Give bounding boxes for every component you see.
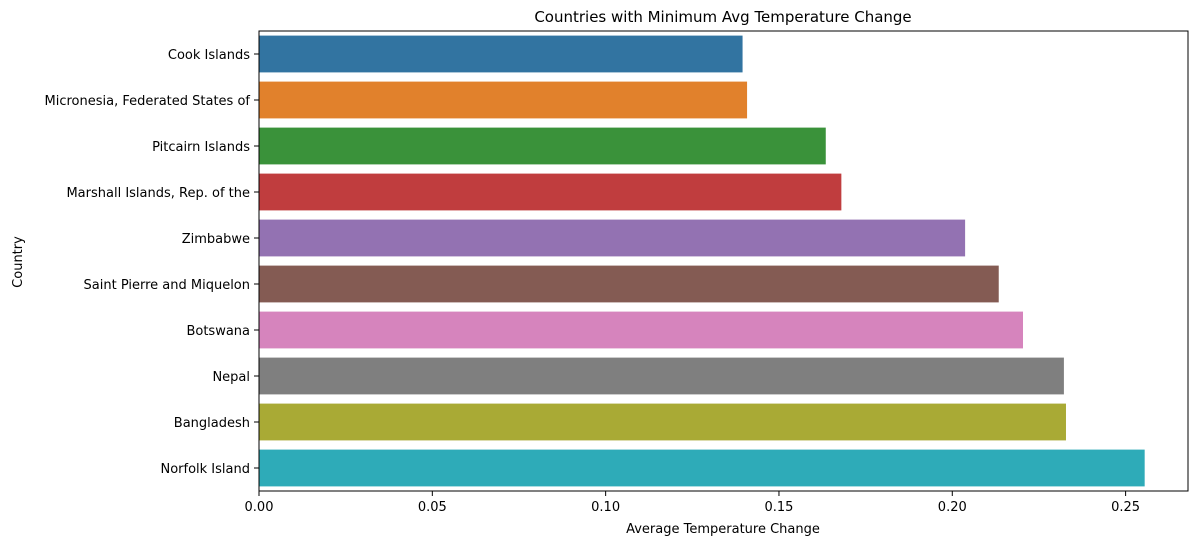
- bar-8: [259, 403, 1066, 441]
- y-axis-title: Country: [11, 236, 26, 288]
- bar-6: [259, 311, 1023, 349]
- x-tick-label: 0.15: [764, 500, 793, 515]
- y-tick-label: Cook Islands: [168, 48, 250, 63]
- y-tick-label: Marshall Islands, Rep. of the: [66, 186, 250, 201]
- bar-0: [259, 35, 743, 73]
- x-axis-title: Average Temperature Change: [626, 522, 820, 537]
- bar-1: [259, 81, 748, 119]
- bar-2: [259, 127, 826, 165]
- y-tick-label: Saint Pierre and Miquelon: [84, 278, 250, 293]
- x-tick-label: 0.10: [591, 500, 620, 515]
- y-tick-label: Nepal: [212, 370, 250, 385]
- y-tick-label: Zimbabwe: [182, 232, 250, 247]
- axes-layer: Cook Islands Micronesia, Federated States…: [45, 30, 1189, 515]
- chart-title: Countries with Minimum Avg Temperature C…: [534, 8, 911, 26]
- bar-3: [259, 173, 842, 211]
- plot-frame: [258, 30, 1189, 492]
- bar-5: [259, 265, 999, 303]
- bar-4: [259, 219, 966, 257]
- bar-7: [259, 357, 1064, 395]
- x-tick-label: 0.05: [418, 500, 447, 515]
- y-tick-label: Micronesia, Federated States of: [45, 94, 251, 109]
- x-tick-label: 0.25: [1111, 500, 1140, 515]
- x-tick-label: 0.20: [938, 500, 967, 515]
- bars-layer: [259, 35, 1145, 487]
- y-tick-label: Bangladesh: [174, 416, 250, 431]
- y-tick-label: Norfolk Island: [160, 462, 250, 477]
- x-tick-label: 0.00: [245, 500, 274, 515]
- y-tick-label: Pitcairn Islands: [152, 140, 250, 155]
- y-tick-label: Botswana: [186, 324, 250, 339]
- bar-9: [259, 449, 1145, 487]
